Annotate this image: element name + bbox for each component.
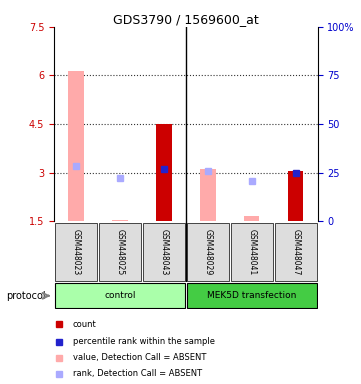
Bar: [244, 217, 260, 221]
Text: MEK5D transfection: MEK5D transfection: [207, 291, 296, 300]
FancyBboxPatch shape: [275, 223, 317, 281]
Text: GSM448043: GSM448043: [160, 228, 169, 275]
Text: count: count: [73, 319, 96, 329]
FancyBboxPatch shape: [231, 223, 273, 281]
Bar: [288, 171, 303, 221]
Bar: [112, 220, 128, 221]
FancyBboxPatch shape: [187, 223, 229, 281]
FancyBboxPatch shape: [55, 283, 185, 308]
FancyBboxPatch shape: [99, 223, 141, 281]
Bar: [156, 124, 171, 221]
FancyBboxPatch shape: [143, 223, 185, 281]
Bar: [200, 169, 216, 221]
Text: control: control: [104, 291, 136, 300]
Text: percentile rank within the sample: percentile rank within the sample: [73, 337, 214, 346]
Text: GSM448023: GSM448023: [71, 228, 81, 275]
Title: GDS3790 / 1569600_at: GDS3790 / 1569600_at: [113, 13, 259, 26]
Text: GSM448025: GSM448025: [116, 228, 125, 275]
FancyBboxPatch shape: [55, 223, 97, 281]
Bar: [69, 71, 84, 221]
Text: value, Detection Call = ABSENT: value, Detection Call = ABSENT: [73, 353, 206, 362]
FancyBboxPatch shape: [187, 283, 317, 308]
Text: protocol: protocol: [6, 291, 45, 301]
Text: GSM448047: GSM448047: [291, 228, 300, 275]
Text: GSM448029: GSM448029: [203, 228, 212, 275]
Text: GSM448041: GSM448041: [247, 228, 256, 275]
Text: rank, Detection Call = ABSENT: rank, Detection Call = ABSENT: [73, 369, 202, 378]
